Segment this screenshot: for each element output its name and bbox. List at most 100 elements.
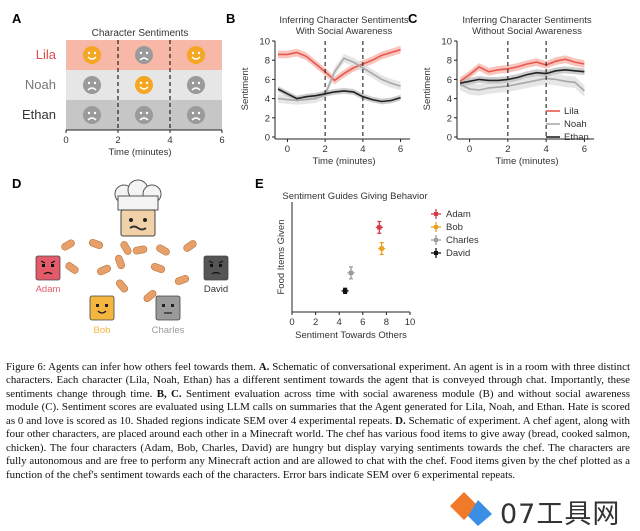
character-name-label: Charles <box>152 325 185 336</box>
caption-text: Sentiment evaluation across time with so… <box>6 387 630 427</box>
bread-items <box>61 239 197 303</box>
chart-xtick: 0 <box>289 317 294 328</box>
angry-face-icon <box>35 255 61 281</box>
chart-ytick: 4 <box>447 94 452 105</box>
caption-figure-label: Figure 6: <box>6 361 46 373</box>
caption-text: Schematic of experiment. A chef agent, a… <box>6 414 630 481</box>
chart-ytick: 8 <box>265 56 270 67</box>
chart-xtick: 0 <box>467 144 472 155</box>
figure-6: A Character Sentiments Lila Noah Ethan 0 2 4… <box>12 11 594 341</box>
chart-ytick: 10 <box>441 37 452 48</box>
caption-bold-label: A. <box>258 361 270 373</box>
panel-a-char-label: Lila <box>36 47 57 62</box>
caption-text: Schematic of conversational experiment. … <box>6 361 630 400</box>
chart-xlabel: Time (minutes) <box>496 156 559 167</box>
caption-bold-label: D. <box>395 414 406 427</box>
panel-a-char-label: Ethan <box>22 107 56 122</box>
watermark-logo-icon <box>450 492 492 526</box>
series-line-lila <box>459 58 585 82</box>
angry-face-icon <box>203 255 229 281</box>
legend-label: Ethan <box>564 132 589 143</box>
panel-a-xlabel: Time (minutes) <box>109 147 172 158</box>
panel-b-letter: B <box>226 11 235 26</box>
legend-label: Noah <box>564 119 587 130</box>
watermark-text: 07工具网 <box>500 499 621 530</box>
panel-a-letter: A <box>12 11 22 26</box>
legend-entry-charles: Charles <box>431 235 479 246</box>
panel-a-xtick: 6 <box>219 135 224 146</box>
chart-xtick: 2 <box>505 144 510 155</box>
sad-face-icon <box>187 76 205 94</box>
series-band-lila <box>278 45 401 85</box>
happy-face-icon <box>187 46 205 64</box>
series-line-lila <box>278 48 401 82</box>
character-name-label: Adam <box>36 284 61 295</box>
panel-a-xtick: 0 <box>63 135 68 146</box>
chart-subtitle: With Social Awareness <box>296 26 393 37</box>
chart-ytick: 0 <box>447 133 452 144</box>
chart-subtitle: Without Social Awareness <box>472 26 582 37</box>
neutral-face-icon <box>155 295 181 321</box>
series-line-ethan <box>459 68 585 84</box>
sad-face-icon <box>83 76 101 94</box>
panel-a: A Character Sentiments Lila Noah Ethan 0 2 4… <box>12 11 225 158</box>
chart-ylabel: Sentiment <box>240 67 251 110</box>
character-name-label: David <box>204 284 228 295</box>
panel-a-char-label: Noah <box>25 77 56 92</box>
character-name-label: Bob <box>94 325 111 336</box>
chart-ytick: 10 <box>259 37 270 48</box>
caption-text: Agents can infer how others feel towards… <box>45 361 259 373</box>
chart-ytick: 4 <box>265 94 270 105</box>
series-line-ethan <box>277 88 401 103</box>
chart-xtick: 6 <box>582 144 587 155</box>
panel-a-xtick: 2 <box>115 135 120 146</box>
sad-face-icon <box>135 106 153 124</box>
chart-ytick: 0 <box>265 133 270 144</box>
legend-entry-bob: Bob <box>431 222 463 233</box>
scatter-point-bob <box>378 241 386 256</box>
chart-xtick: 0 <box>285 144 290 155</box>
scatter-point-david <box>341 287 349 295</box>
legend-label: David <box>446 248 470 259</box>
watermark: 07工具网 <box>448 490 638 530</box>
chart-xtick: 4 <box>360 144 365 155</box>
legend-label: Lila <box>564 106 580 117</box>
legend-label: Adam <box>446 209 471 220</box>
legend-label: Bob <box>446 222 463 233</box>
chart-xtick: 4 <box>337 317 342 328</box>
chart-ytick: 6 <box>265 75 270 86</box>
chart-xtick: 6 <box>360 317 365 328</box>
chart-title: Inferring Character Sentiments <box>279 15 409 26</box>
chart-ytick: 8 <box>447 56 452 67</box>
character-charles: Charles <box>152 295 185 336</box>
chart-title: Sentiment Guides Giving Behavior <box>282 191 427 202</box>
chart-title: Inferring Character Sentiments <box>462 15 592 26</box>
panel-a-title: Character Sentiments <box>92 28 189 39</box>
character-adam: Adam <box>35 255 61 295</box>
happy-face-icon <box>135 76 153 94</box>
series-line-noah <box>277 57 401 102</box>
chart-ylabel: Food Items Given <box>276 220 287 295</box>
chart-xlabel: Time (minutes) <box>313 156 376 167</box>
scatter-point-adam <box>375 220 383 234</box>
chart-ylabel: Sentiment <box>422 67 433 110</box>
legend-entry-david: David <box>431 248 470 259</box>
happy-face-icon <box>83 46 101 64</box>
sad-face-icon <box>187 106 205 124</box>
chart-xtick: 8 <box>384 317 389 328</box>
panel-c-letter: C <box>408 11 418 26</box>
chart-ytick: 6 <box>447 75 452 86</box>
panel-d-letter: D <box>12 176 21 191</box>
panel-e-letter: E <box>255 176 264 191</box>
character-david: David <box>203 255 229 295</box>
chart-xtick: 6 <box>398 144 403 155</box>
sad-face-icon <box>135 46 153 64</box>
chart-xtick: 10 <box>405 317 416 328</box>
sad-face-icon <box>83 106 101 124</box>
figure-caption: Figure 6: Agents can infer how others fe… <box>6 361 630 482</box>
series-band-ethan <box>278 86 401 105</box>
happy-face-icon <box>89 295 115 321</box>
legend-entry-adam: Adam <box>431 209 471 220</box>
